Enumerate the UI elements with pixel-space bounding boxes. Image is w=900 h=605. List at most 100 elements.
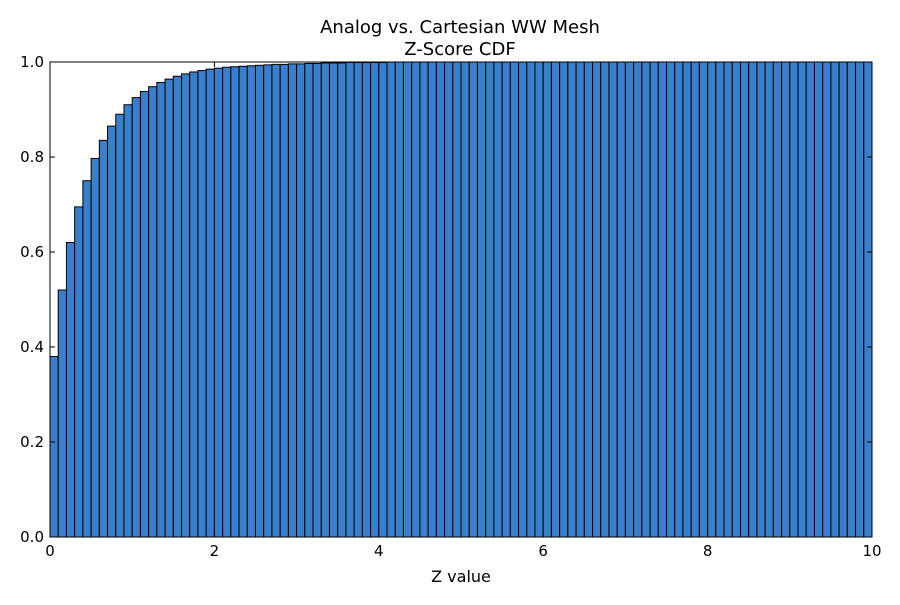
histogram-bar <box>460 61 470 538</box>
histogram-bar <box>320 62 330 538</box>
histogram-bar <box>698 61 709 538</box>
histogram-bar <box>468 61 478 538</box>
x-axis-label: Z value <box>431 567 491 586</box>
x-tick-label: 6 <box>538 542 548 560</box>
histogram-bar <box>789 61 799 538</box>
histogram-bar <box>115 113 125 538</box>
histogram-bar <box>271 63 281 538</box>
y-tick-label: 0.0 <box>20 528 44 546</box>
x-tick-label: 8 <box>703 542 713 560</box>
histogram-bar <box>444 61 454 538</box>
histogram-bar <box>156 81 166 538</box>
bars-group <box>49 61 873 538</box>
histogram-bar <box>748 61 758 538</box>
histogram-bar <box>567 61 577 538</box>
y-tick-label: 0.6 <box>20 243 44 261</box>
histogram-bar <box>476 61 487 538</box>
histogram-bar <box>493 61 503 538</box>
histogram-bar <box>304 62 314 538</box>
histogram-bar <box>772 61 783 538</box>
histogram-bar <box>633 61 643 538</box>
plot-frame <box>49 61 873 538</box>
histogram-bar <box>123 104 133 538</box>
histogram-bar <box>370 61 380 538</box>
histogram-bar <box>148 86 158 538</box>
histogram-bar <box>583 61 594 538</box>
histogram-bar <box>427 61 437 538</box>
histogram-bar <box>739 61 750 538</box>
histogram-bar <box>222 66 232 538</box>
histogram-bar <box>213 67 224 538</box>
y-tick-label: 0.8 <box>20 148 44 166</box>
histogram-bar <box>378 61 388 538</box>
ticks-group: 0 2 4 6 8 10 0.0 0.2 0.4 0.6 0.8 1.0 <box>20 53 881 560</box>
histogram-bar <box>641 61 651 538</box>
histogram-bar <box>534 61 544 538</box>
histogram-bar <box>649 61 659 538</box>
histogram-bar <box>731 61 741 538</box>
histogram-bar <box>337 62 347 538</box>
histogram-bar <box>838 61 848 538</box>
histogram-bar <box>756 61 766 538</box>
histogram-bar <box>682 61 692 538</box>
histogram-bar <box>781 61 791 538</box>
histogram-bar <box>345 61 355 538</box>
y-tick-label: 0.4 <box>20 338 44 356</box>
histogram-bar <box>452 61 462 538</box>
histogram-bar <box>805 61 815 538</box>
histogram-bar <box>296 63 306 538</box>
histogram-bar <box>361 61 372 538</box>
histogram-bar <box>550 61 561 538</box>
histogram-bar <box>246 65 256 538</box>
histogram-bar <box>279 63 289 538</box>
histogram-bar <box>657 61 668 538</box>
histogram-bar <box>764 61 774 538</box>
histogram-bar <box>608 61 618 538</box>
histogram-bar <box>189 71 199 538</box>
histogram-bar <box>57 289 67 538</box>
histogram-bar <box>139 90 150 538</box>
y-tick-label: 1.0 <box>20 53 44 71</box>
histogram-bar <box>287 63 298 538</box>
histogram-bar <box>813 61 824 538</box>
histogram-bar <box>526 61 536 538</box>
histogram-bar <box>98 139 109 538</box>
histogram-bar <box>164 78 174 538</box>
x-tick-label: 2 <box>210 542 220 560</box>
histogram-bar <box>74 206 84 538</box>
histogram-bar <box>435 61 446 538</box>
histogram-bar <box>131 97 141 538</box>
histogram-bar <box>181 73 191 538</box>
histogram-bar <box>82 180 92 538</box>
x-tick-label: 10 <box>862 542 881 560</box>
histogram-bar <box>715 61 725 538</box>
histogram-bar <box>509 61 520 538</box>
histogram-bar <box>624 61 635 538</box>
histogram-bar <box>263 64 273 538</box>
histogram-bar <box>419 61 429 538</box>
x-tick-label: 0 <box>45 542 55 560</box>
histogram-bar <box>592 61 602 538</box>
histogram-bar <box>501 61 511 538</box>
chart-title: Analog vs. Cartesian WW Mesh <box>320 17 600 38</box>
chart-subtitle: Z-Score CDF <box>404 39 515 60</box>
histogram-bar <box>172 75 183 538</box>
histogram-bar <box>205 68 215 538</box>
histogram-bar <box>386 61 396 538</box>
histogram-bar <box>353 61 363 538</box>
histogram-bar <box>846 61 857 538</box>
histogram-bar <box>402 61 413 538</box>
histogram-bar <box>230 66 240 538</box>
histogram-bar <box>542 61 552 538</box>
y-tick-label: 0.2 <box>20 433 44 451</box>
histogram-bar <box>690 61 700 538</box>
histogram-bar <box>822 61 832 538</box>
histogram-bar <box>830 61 840 538</box>
histogram-bar <box>616 61 626 538</box>
histogram-bar <box>575 61 585 538</box>
histogram-bar <box>107 125 117 538</box>
histogram-bar <box>723 61 733 538</box>
histogram-bar <box>674 61 684 538</box>
